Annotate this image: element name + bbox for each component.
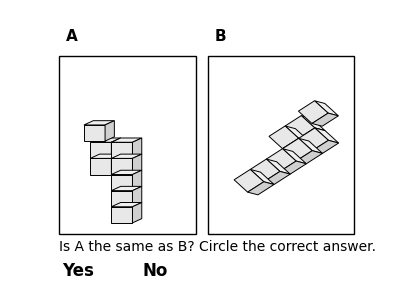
Polygon shape [312,140,339,153]
Polygon shape [312,113,338,126]
Polygon shape [111,186,142,191]
Polygon shape [132,170,142,191]
Polygon shape [84,121,114,125]
Polygon shape [111,154,121,175]
Polygon shape [301,116,325,131]
Polygon shape [269,126,299,149]
Polygon shape [90,154,121,158]
Polygon shape [111,207,132,223]
Text: A: A [66,29,77,44]
Polygon shape [111,154,142,158]
Polygon shape [111,138,142,142]
Polygon shape [250,159,280,182]
Polygon shape [105,121,114,141]
Polygon shape [285,126,309,141]
Polygon shape [111,138,121,158]
Polygon shape [132,186,142,207]
Text: Yes: Yes [62,262,94,280]
Polygon shape [264,172,290,184]
Polygon shape [234,169,264,192]
Polygon shape [299,128,328,151]
Polygon shape [111,191,132,207]
Polygon shape [280,161,306,174]
Polygon shape [314,101,338,116]
Polygon shape [111,142,132,158]
Text: Is A the same as B? Circle the correct answer.: Is A the same as B? Circle the correct a… [59,240,376,254]
Polygon shape [266,149,296,172]
Polygon shape [282,149,306,164]
Polygon shape [315,128,339,143]
Polygon shape [266,159,290,174]
Polygon shape [90,138,121,142]
Bar [208,56,354,234]
Polygon shape [299,128,325,141]
Polygon shape [132,154,142,175]
Polygon shape [84,125,105,141]
Polygon shape [296,151,322,164]
Polygon shape [248,182,274,195]
Polygon shape [250,169,274,184]
Text: B: B [214,29,226,44]
Polygon shape [111,175,132,191]
Polygon shape [111,170,142,175]
Text: No: No [143,262,168,280]
Polygon shape [90,142,111,158]
Bar [59,56,196,234]
Polygon shape [111,202,142,207]
Polygon shape [90,158,111,175]
Polygon shape [132,138,142,158]
Polygon shape [282,138,309,152]
Polygon shape [298,101,328,124]
Polygon shape [111,158,132,175]
Polygon shape [282,138,312,161]
Polygon shape [285,116,315,138]
Polygon shape [132,202,142,223]
Polygon shape [299,138,322,153]
